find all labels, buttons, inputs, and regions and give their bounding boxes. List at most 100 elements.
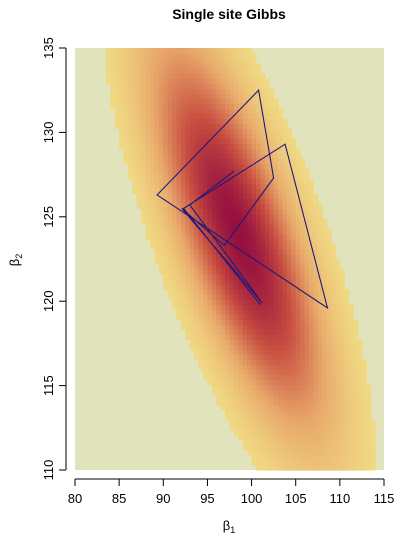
heatmap-cell bbox=[317, 299, 323, 305]
heatmap-cell bbox=[331, 248, 337, 255]
heatmap-cell bbox=[211, 374, 217, 381]
heatmap-cell bbox=[207, 324, 213, 330]
heatmap-cell bbox=[353, 369, 359, 376]
heatmap-cell bbox=[207, 269, 213, 275]
heatmap-cell bbox=[238, 83, 244, 89]
heatmap-cell bbox=[322, 304, 328, 310]
heatmap-cell bbox=[295, 243, 301, 250]
heatmap-cell bbox=[273, 98, 279, 104]
heatmap-cell bbox=[322, 264, 328, 270]
heatmap-cell bbox=[132, 133, 138, 140]
heatmap-cell bbox=[273, 163, 279, 170]
heatmap-cell bbox=[313, 444, 319, 451]
heatmap-cell bbox=[313, 359, 319, 366]
heatmap-cell bbox=[344, 369, 350, 376]
heatmap-cell bbox=[322, 274, 328, 280]
heatmap-cell bbox=[233, 148, 239, 155]
heatmap-cell bbox=[331, 243, 337, 250]
heatmap-cell bbox=[154, 243, 160, 250]
heatmap-cell bbox=[167, 289, 173, 295]
heatmap-cell bbox=[123, 158, 129, 165]
heatmap-cell bbox=[220, 248, 226, 255]
heatmap-cell bbox=[300, 223, 306, 230]
heatmap-cell bbox=[286, 314, 292, 320]
heatmap-cell bbox=[189, 118, 195, 124]
heatmap-cell bbox=[260, 78, 266, 84]
heatmap-cell bbox=[317, 253, 323, 260]
heatmap-cell bbox=[127, 158, 133, 165]
heatmap-cell bbox=[189, 294, 195, 300]
heatmap-cell bbox=[185, 63, 191, 69]
heatmap-cell bbox=[203, 188, 209, 195]
heatmap-cell bbox=[251, 173, 257, 180]
heatmap-cell bbox=[150, 58, 156, 64]
heatmap-cell bbox=[145, 48, 151, 54]
heatmap-cell bbox=[264, 98, 270, 104]
heatmap-cell bbox=[331, 314, 337, 320]
heatmap-cell bbox=[180, 158, 186, 165]
heatmap-cell bbox=[291, 243, 297, 250]
heatmap-cell bbox=[229, 354, 235, 361]
heatmap-cell bbox=[295, 434, 301, 441]
heatmap-cell bbox=[286, 269, 292, 275]
heatmap-cell bbox=[335, 364, 341, 371]
heatmap-cell bbox=[198, 143, 204, 150]
heatmap-cell bbox=[154, 178, 160, 185]
heatmap-cell bbox=[326, 379, 332, 386]
heatmap-cell bbox=[260, 319, 266, 325]
heatmap-cell bbox=[225, 73, 231, 79]
heatmap-cell bbox=[326, 299, 332, 305]
heatmap-cell bbox=[132, 163, 138, 170]
heatmap-cell bbox=[141, 208, 147, 215]
heatmap-cell bbox=[308, 218, 314, 225]
heatmap-cell bbox=[198, 339, 204, 345]
heatmap-cell bbox=[225, 264, 231, 270]
heatmap-cell bbox=[119, 73, 125, 79]
heatmap-cell bbox=[273, 399, 279, 406]
heatmap-cell bbox=[304, 253, 310, 260]
heatmap-cell bbox=[233, 93, 239, 99]
heatmap-cell bbox=[264, 128, 270, 134]
heatmap-cell bbox=[185, 213, 191, 220]
heatmap-cell bbox=[180, 138, 186, 145]
heatmap-cell bbox=[176, 73, 182, 79]
heatmap-cell bbox=[291, 148, 297, 155]
heatmap-cell bbox=[255, 394, 261, 401]
heatmap-cell bbox=[286, 429, 292, 436]
heatmap-cell bbox=[207, 78, 213, 84]
heatmap-cell bbox=[163, 168, 169, 175]
heatmap-cell bbox=[207, 93, 213, 99]
heatmap-cell bbox=[189, 289, 195, 295]
heatmap-cell bbox=[220, 379, 226, 386]
heatmap-cell bbox=[326, 439, 332, 446]
heatmap-cell bbox=[207, 168, 213, 175]
heatmap-cell bbox=[247, 158, 253, 165]
heatmap-cell bbox=[242, 243, 248, 250]
heatmap-cell bbox=[353, 434, 359, 441]
heatmap-cell bbox=[189, 78, 195, 84]
heatmap-cell bbox=[127, 148, 133, 155]
heatmap-cell bbox=[357, 419, 363, 426]
heatmap-cell bbox=[247, 334, 253, 340]
heatmap-cell bbox=[317, 399, 323, 406]
heatmap-cell bbox=[278, 289, 284, 295]
heatmap-cell bbox=[348, 429, 354, 436]
heatmap-cell bbox=[269, 339, 275, 345]
heatmap-cell bbox=[203, 123, 209, 129]
heatmap-cell bbox=[229, 269, 235, 275]
heatmap-cell bbox=[286, 238, 292, 245]
heatmap-cell bbox=[300, 459, 306, 466]
heatmap-cell bbox=[304, 248, 310, 255]
heatmap-cell bbox=[229, 289, 235, 295]
heatmap-cell bbox=[233, 63, 239, 69]
heatmap-cell bbox=[163, 163, 169, 170]
heatmap-cell bbox=[132, 63, 138, 69]
heatmap-cell bbox=[207, 243, 213, 250]
heatmap-cell bbox=[264, 429, 270, 436]
heatmap-cell bbox=[136, 108, 142, 114]
heatmap-cell bbox=[119, 58, 125, 64]
heatmap-cell bbox=[255, 208, 261, 215]
heatmap-cell bbox=[295, 464, 301, 471]
heatmap-cell bbox=[278, 243, 284, 250]
heatmap-cell bbox=[291, 304, 297, 310]
